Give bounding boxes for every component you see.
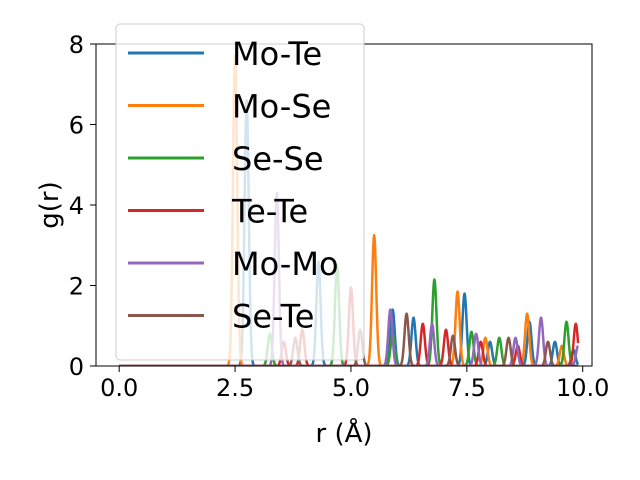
x-axis: 0.0 2.5 5.0 7.5 10.0: [100, 366, 609, 402]
y-tick-label: 8: [69, 31, 84, 59]
x-axis-label: r (Å): [315, 417, 372, 449]
legend-label: Se-Te: [232, 298, 314, 336]
legend-label: Mo-Te: [232, 35, 322, 73]
y-tick-label: 6: [69, 112, 84, 140]
x-tick-label: 5.0: [332, 374, 370, 402]
y-tick-label: 0: [69, 353, 84, 381]
legend: Mo-Te Mo-Se Se-Se Te-Te Mo-Mo Se-Te: [115, 23, 365, 361]
y-tick-label: 4: [69, 192, 84, 220]
legend-label: Mo-Mo: [232, 245, 339, 283]
y-axis: 0 2 4 6 8: [69, 31, 96, 381]
x-tick-label: 7.5: [448, 374, 486, 402]
legend-label: Mo-Se: [232, 88, 331, 126]
y-tick-label: 2: [69, 273, 84, 301]
series-line-se-se: [118, 264, 579, 366]
legend-label: Se-Se: [232, 140, 324, 178]
legend-label: Te-Te: [231, 193, 308, 231]
y-axis-label: g(r): [35, 181, 65, 228]
legend-box: [115, 23, 365, 361]
x-tick-label: 0.0: [100, 374, 138, 402]
x-tick-label: 2.5: [216, 374, 254, 402]
legend-entries: Mo-Te Mo-Se Se-Se Te-Te Mo-Mo Se-Te: [128, 35, 339, 336]
x-tick-label: 10.0: [556, 374, 609, 402]
